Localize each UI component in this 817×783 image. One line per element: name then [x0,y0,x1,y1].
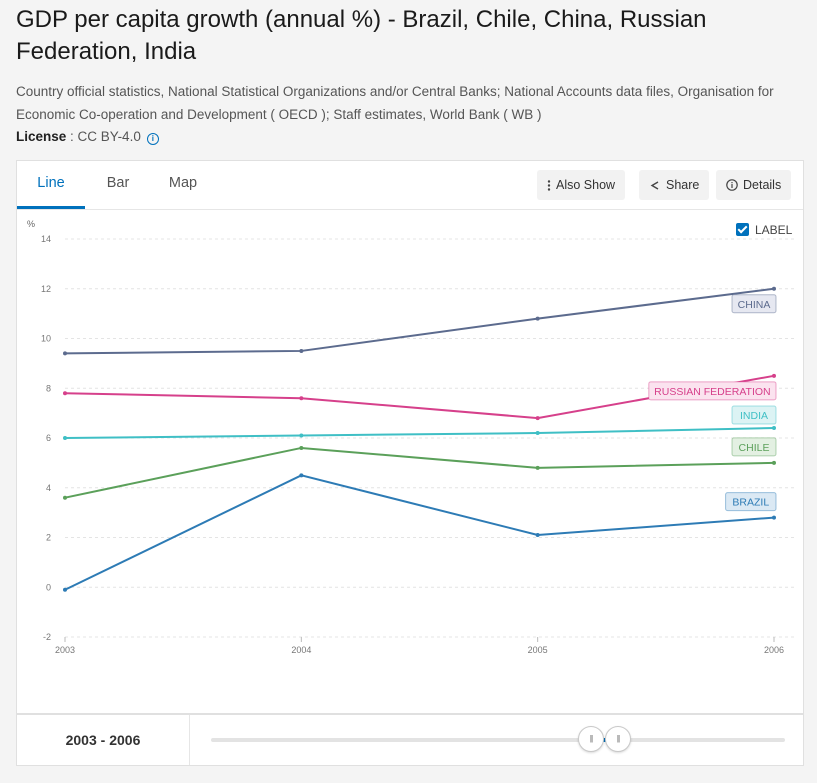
tab-line[interactable]: Line [17,161,85,209]
x-tick-label: 2006 [764,645,784,655]
series-line-chile [64,446,775,499]
page-title: GDP per capita growth (annual %) - Brazi… [16,6,707,65]
data-point-russian-federation [535,416,540,421]
license: License : CC BY-4.0 i [16,127,159,147]
range-footer: 2003 - 2006 ||| ||| [16,714,804,766]
data-point-chile [535,465,540,470]
data-point-brazil [535,533,540,538]
data-point-india [535,431,540,436]
range-separator: - [96,732,110,748]
share-button[interactable]: Share [639,170,710,200]
data-point-brazil [299,473,304,478]
source-text: Country official statistics, National St… [16,84,774,122]
chart-card: Line Bar Map Also Show Share Details LAB… [16,160,804,714]
license-value: CC BY-4.0 [77,129,141,144]
series-label-china: CHINA [738,299,771,311]
data-point-india [299,433,304,438]
series-label-box-russian-federation [648,381,777,401]
series-label-box-china [731,294,777,314]
license-separator: : [66,129,78,144]
y-tick-label: 2 [46,533,51,543]
y-tick-label: -2 [43,632,51,642]
data-point-india [772,426,776,431]
data-point-china [535,316,540,321]
tab-map[interactable]: Map [168,175,198,191]
range-handle-end[interactable]: ||| [605,726,631,752]
y-tick-label: 6 [46,433,51,443]
also-show-button[interactable]: Also Show [537,170,626,200]
y-tick-label: 14 [41,234,51,244]
range-end: 2006 [109,732,141,748]
also-show-label: Also Show [556,178,616,192]
data-point-russian-federation [299,396,304,401]
tab-bar[interactable]: Bar [106,175,130,191]
y-tick-label: 4 [46,483,51,493]
y-tick-label: 10 [41,334,51,344]
series-label-box-india [731,405,777,425]
data-point-brazil [63,587,67,592]
label-toggle-text: LABEL [755,223,793,237]
range-handle-start[interactable]: ||| [578,726,604,752]
more-vertical-icon [547,180,551,191]
data-point-india [63,436,67,440]
series-label-brazil: BRAZIL [732,497,769,509]
y-tick-label: 12 [41,284,51,294]
series-label-box-brazil [725,492,777,512]
details-button[interactable]: Details [716,170,792,200]
series-line-brazil [64,474,775,591]
data-point-china [299,348,304,353]
info-circle-icon [726,179,738,191]
details-label: Details [743,178,782,192]
data-point-china [772,286,776,291]
data-point-china [63,351,67,356]
data-point-chile [772,460,776,465]
data-point-chile [299,445,304,450]
info-icon[interactable]: i [146,133,159,145]
label-toggle[interactable]: LABEL [736,223,792,237]
range-start: 2003 [65,732,97,748]
x-tick-label: 2004 [291,645,311,655]
share-label: Share [666,178,700,192]
range-label: 2003 - 2006 [17,715,190,765]
series-label-box-chile [731,437,777,457]
data-point-chile [63,495,67,500]
data-point-russian-federation [63,391,67,396]
x-tick-label: 2005 [528,645,548,655]
y-tick-label: 8 [46,383,51,393]
series-line-china [64,287,775,355]
series-label-russian-federation: RUSSIAN FEDERATION [654,386,770,398]
chart-tabs: Line Bar Map Also Show Share Details [17,161,803,210]
data-point-brazil [772,515,776,520]
series-line-india [64,427,775,439]
line-chart: % -2 0 2 4 6 8 10 12 14 2003 2004 2005 2006 CHINA RUSSI… [27,219,796,655]
range-slider-track[interactable] [211,738,785,742]
series-label-chile: CHILE [739,442,770,454]
license-label: License [16,129,67,144]
series-label-india: INDIA [740,410,768,422]
share-icon [650,181,659,190]
x-tick-label: 2003 [55,645,75,655]
y-tick-label: 0 [46,582,51,592]
label-checkbox[interactable] [736,223,749,236]
y-axis-unit: % [27,219,35,229]
data-point-russian-federation [772,373,776,378]
